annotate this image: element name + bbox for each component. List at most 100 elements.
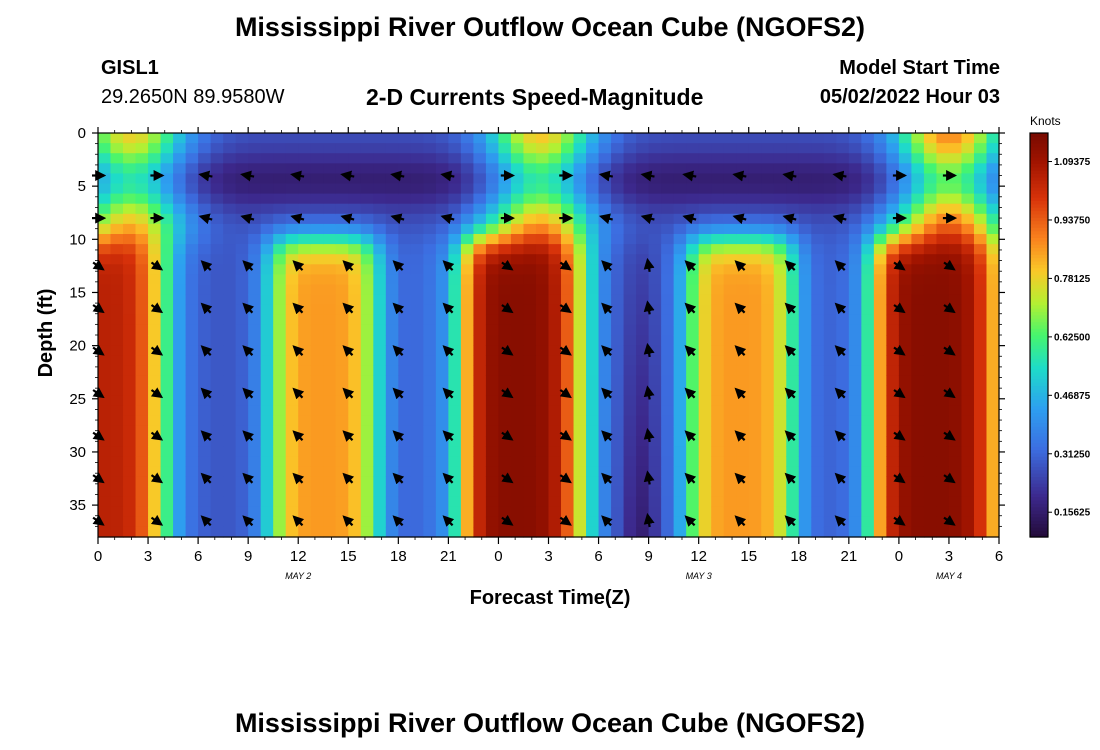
heatmap-cell — [273, 375, 287, 387]
heatmap-cell — [410, 385, 424, 397]
heatmap-cell — [373, 203, 387, 215]
y-tick-label: 0 — [78, 125, 86, 142]
colorbar-segment — [1030, 533, 1048, 538]
heatmap-cell — [510, 264, 525, 275]
colorbar-segment — [1030, 462, 1048, 467]
heatmap-cell — [135, 335, 149, 346]
heatmap-cell — [923, 274, 938, 286]
heatmap-cell — [711, 446, 725, 457]
colorbar-segment — [1030, 210, 1048, 215]
colorbar-segment — [1030, 483, 1048, 488]
heatmap-cell — [185, 324, 199, 336]
heatmap-cell — [310, 345, 324, 356]
heatmap-cell — [135, 183, 149, 195]
heatmap-cell — [373, 476, 387, 488]
heatmap-cell — [485, 516, 500, 528]
heatmap-cell — [185, 526, 199, 538]
heatmap-cell — [923, 314, 938, 326]
current-vector-arrow — [392, 472, 405, 485]
heatmap-cell — [611, 173, 625, 185]
heatmap-cell — [135, 436, 149, 447]
heatmap-cell — [586, 234, 600, 245]
heatmap-cell — [836, 153, 850, 164]
heatmap-cell — [848, 375, 862, 387]
heatmap-cell — [110, 203, 124, 215]
heatmap-cell — [548, 183, 562, 195]
heatmap-cell — [748, 244, 762, 255]
heatmap-cell — [285, 213, 299, 225]
heatmap-cell — [848, 335, 862, 346]
heatmap-cell — [248, 143, 262, 154]
heatmap-cell — [423, 456, 437, 467]
heatmap-cell — [248, 284, 262, 296]
heatmap-cell — [185, 456, 199, 467]
heatmap-cell — [523, 516, 537, 528]
heatmap-cell — [648, 395, 662, 407]
heatmap-cell — [986, 506, 1000, 518]
heatmap-cell — [898, 264, 912, 275]
heatmap-cell — [523, 425, 537, 437]
heatmap-cell — [761, 516, 775, 528]
heatmap-cell — [260, 143, 274, 154]
heatmap-cell — [323, 365, 337, 376]
heatmap-cell — [135, 415, 149, 427]
heatmap-cell — [298, 355, 312, 366]
heatmap-cell — [811, 193, 825, 205]
heatmap-cell — [823, 335, 837, 346]
heatmap-cell — [448, 223, 462, 235]
heatmap-cell — [861, 324, 875, 336]
current-vector-arrow — [834, 387, 847, 400]
heatmap-cell — [160, 516, 174, 528]
heatmap-cell — [711, 496, 725, 508]
heatmap-cell — [110, 143, 124, 154]
heatmap-cell — [848, 213, 862, 225]
heatmap-cell — [673, 203, 687, 215]
heatmap-cell — [798, 425, 812, 437]
heatmap-cell — [248, 173, 262, 185]
heatmap-cell — [298, 516, 312, 528]
heatmap-cell — [110, 133, 124, 144]
heatmap-cell — [160, 203, 174, 215]
heatmap-cell — [435, 203, 449, 215]
heatmap-cell — [886, 385, 900, 397]
heatmap-cell — [248, 365, 262, 376]
heatmap-cell — [623, 516, 637, 528]
heatmap-cell — [335, 335, 349, 346]
heatmap-cell — [723, 355, 737, 366]
heatmap-cell — [435, 486, 449, 498]
heatmap-cell — [260, 284, 274, 296]
heatmap-cell — [398, 395, 412, 407]
heatmap-cell — [423, 365, 437, 376]
heatmap-cell — [198, 163, 212, 174]
heatmap-cell — [786, 395, 800, 407]
heatmap-cell — [623, 395, 637, 407]
heatmap-cell — [848, 415, 862, 427]
heatmap-cell — [135, 486, 149, 498]
heatmap-cell — [873, 173, 887, 185]
heatmap-cell — [598, 526, 612, 538]
heatmap-cell — [973, 335, 988, 346]
heatmap-cell — [973, 466, 988, 477]
heatmap-cell — [723, 456, 737, 467]
heatmap-cell — [473, 304, 487, 316]
heatmap-cell — [323, 324, 337, 336]
heatmap-cell — [948, 496, 963, 508]
heatmap-cell — [823, 163, 837, 174]
heatmap-cell — [873, 496, 887, 508]
heatmap-cell — [385, 203, 399, 215]
heatmap-cell — [385, 476, 399, 488]
heatmap-cell — [473, 183, 487, 195]
current-vector-arrow — [150, 387, 164, 399]
heatmap-cell — [135, 223, 149, 235]
heatmap-cell — [848, 425, 862, 437]
heatmap-cell — [385, 466, 399, 477]
heatmap-cell — [961, 446, 975, 457]
colorbar-segment — [1030, 341, 1048, 346]
heatmap-cell — [886, 133, 900, 144]
heatmap-cell — [586, 324, 600, 336]
heatmap-cell — [973, 143, 988, 154]
heatmap-cell — [911, 456, 925, 467]
heatmap-cell — [898, 365, 912, 376]
heatmap-cell — [173, 466, 187, 477]
heatmap-cell — [948, 294, 963, 306]
